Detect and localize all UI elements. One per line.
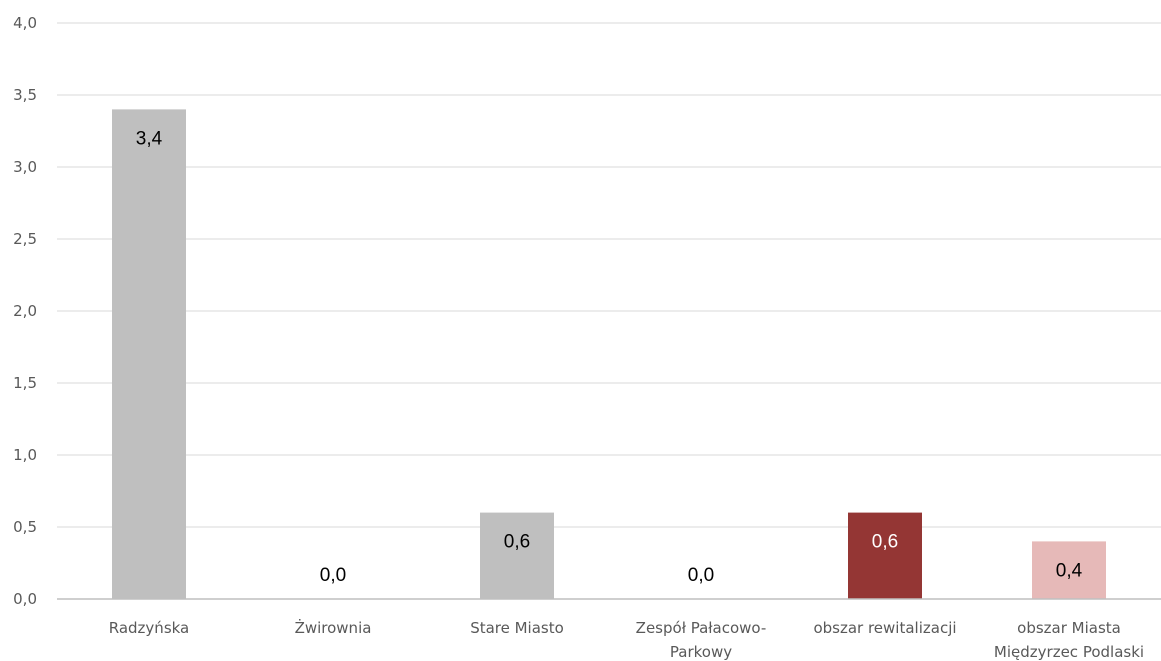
y-tick-label: 4,0 (13, 14, 37, 32)
category-label: Parkowy (670, 643, 732, 661)
category-label: obszar rewitalizacji (813, 619, 956, 637)
category-label: Zespół Pałacowo- (636, 619, 767, 637)
y-tick-label: 0,0 (13, 590, 37, 608)
y-tick-label: 1,5 (13, 374, 37, 392)
y-tick-label: 2,5 (13, 230, 37, 248)
category-label: Żwirownia (295, 618, 372, 637)
y-tick-label: 3,5 (13, 86, 37, 104)
bar (112, 109, 186, 600)
category-label: obszar Miasta (1017, 619, 1121, 637)
y-tick-label: 1,0 (13, 446, 37, 464)
data-label: 3,4 (136, 128, 163, 149)
data-label: 0,4 (1056, 560, 1083, 581)
category-labels: Radzyńska Żwirownia Stare Miasto Zespół Pał… (109, 618, 1144, 661)
category-label: Stare Miasto (470, 619, 564, 637)
data-labels: 3,4 0,0 0,6 0,0 0,6 0,4 (136, 128, 1083, 586)
data-label: 0,6 (872, 532, 898, 553)
y-axis-tick-labels: 0,0 0,5 1,0 1,5 2,0 2,5 3,0 3,5 4,0 (13, 14, 37, 608)
y-tick-label: 0,5 (13, 518, 37, 536)
data-label: 0,0 (320, 565, 346, 586)
category-label: Radzyńska (109, 619, 190, 637)
data-label: 0,6 (504, 532, 530, 553)
gridlines (57, 22, 1161, 528)
bar (1032, 541, 1106, 599)
data-label: 0,0 (688, 565, 714, 586)
bar (848, 512, 922, 599)
category-label: Międzyrzec Podlaski (994, 643, 1144, 661)
y-tick-label: 3,0 (13, 158, 37, 176)
bar (480, 512, 554, 599)
bars (112, 109, 1106, 600)
y-tick-label: 2,0 (13, 302, 37, 320)
